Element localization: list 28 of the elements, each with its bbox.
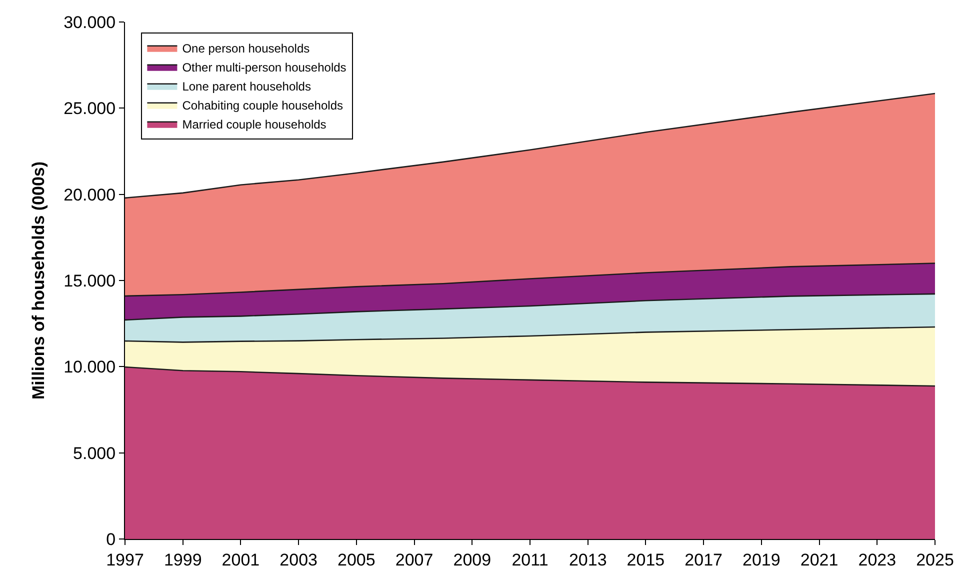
legend-label: One person households: [182, 42, 310, 56]
x-tick-label: 2013: [568, 550, 607, 570]
y-tick-label: 10.000: [64, 358, 116, 377]
x-tick-label: 2025: [916, 550, 954, 570]
x-tick-label: 2023: [858, 550, 896, 570]
x-tick-label: 2021: [800, 550, 838, 570]
y-axis-title: Millions of households (000s): [29, 161, 48, 400]
x-tick-label: 2011: [512, 550, 548, 570]
legend-label: Cohabiting couple households: [182, 98, 343, 113]
x-tick-label: 1997: [106, 550, 144, 570]
x-tick-label: 2007: [395, 550, 434, 570]
y-tick-label: 30.000: [64, 12, 116, 32]
legend-label: Lone parent households: [182, 80, 311, 94]
x-tick-label: 2015: [626, 550, 665, 570]
y-tick-label: 25.000: [64, 99, 116, 118]
x-tick-label: 2003: [280, 550, 318, 570]
x-tick-label: 2017: [684, 550, 722, 570]
x-tick-label: 2009: [453, 550, 492, 570]
y-tick-label: 20.000: [64, 185, 116, 204]
legend-label: Other multi-person households: [182, 60, 346, 75]
y-tick-label: 15.000: [64, 271, 116, 290]
legend-label: Married couple households: [182, 118, 326, 132]
x-tick-label: 2019: [742, 550, 780, 570]
x-tick-label: 2001: [222, 550, 260, 570]
y-tick-label: 0: [106, 530, 116, 549]
y-tick-label: 5.000: [73, 444, 116, 463]
x-tick-label: 1999: [164, 550, 202, 570]
x-tick-label: 2005: [338, 550, 376, 570]
